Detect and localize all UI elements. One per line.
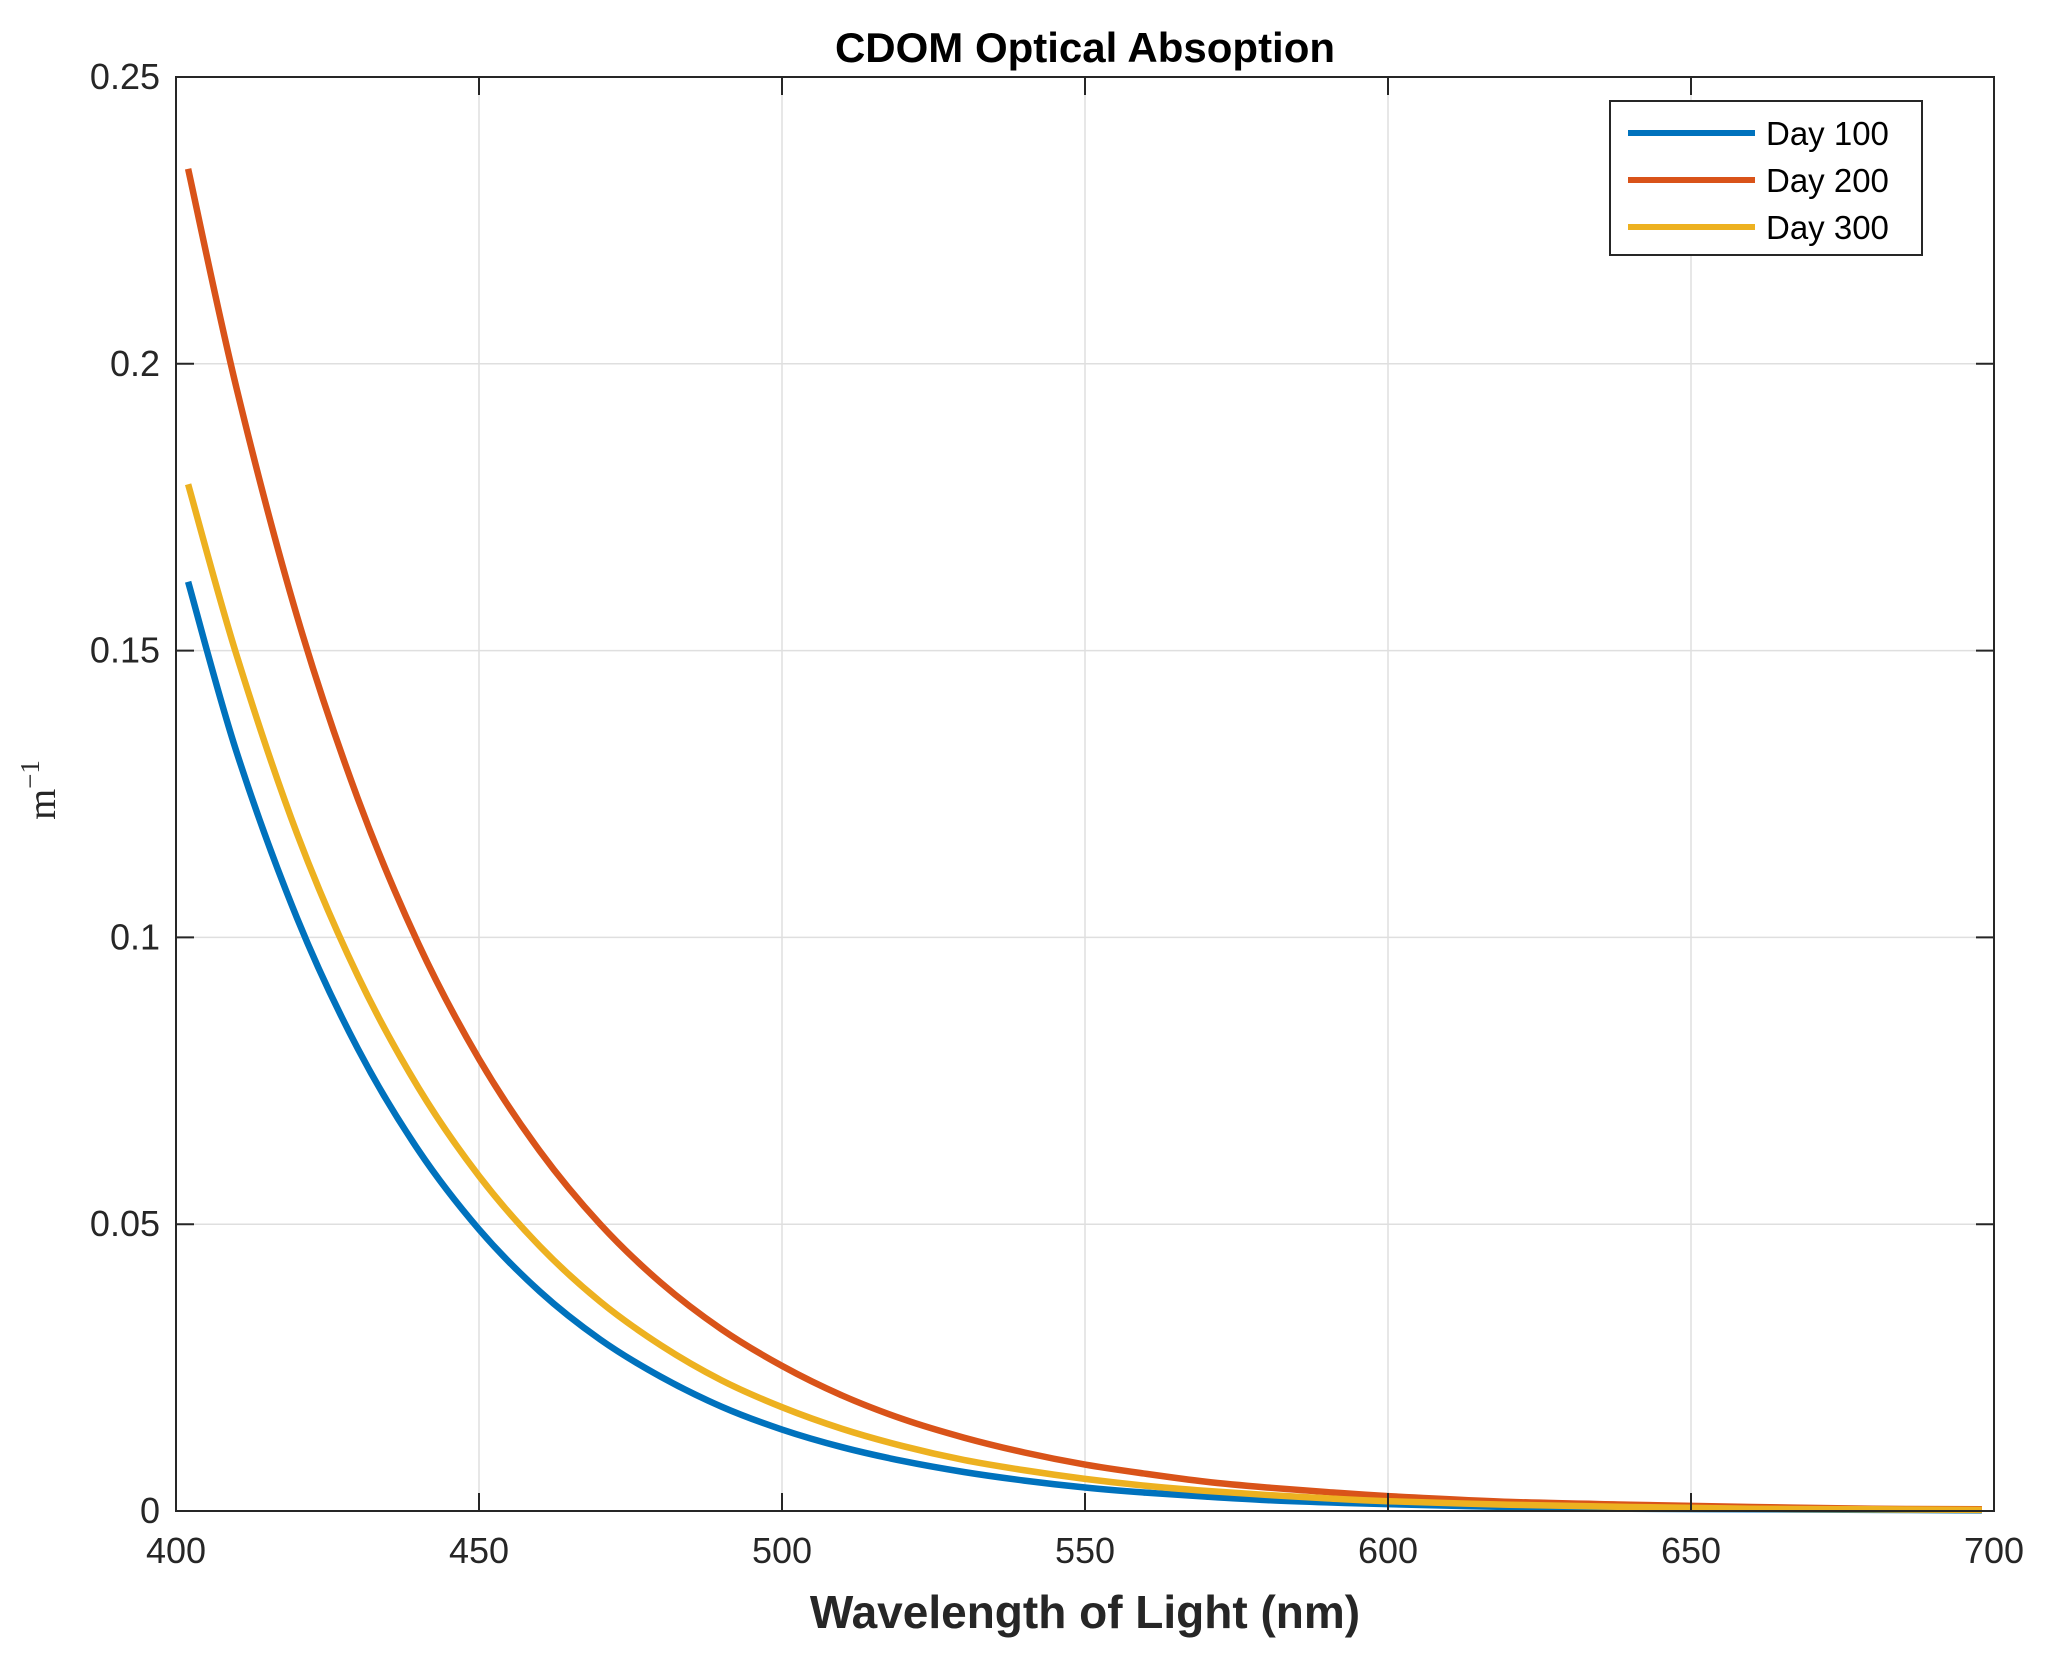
- y-tick-labels: 0 0.05 0.1 0.15 0.2 0.25: [90, 56, 160, 1531]
- legend-label-day-100: Day 100: [1766, 115, 1889, 152]
- series-line-day-300: [184, 483, 1982, 1514]
- x-tick-label: 500: [752, 1530, 812, 1571]
- series-lines: [184, 168, 1982, 1514]
- x-tick-label: 400: [146, 1530, 206, 1571]
- y-axis-label: m−1: [15, 760, 64, 820]
- y-tick-label: 0.25: [90, 56, 160, 97]
- y-axis-label-exponent: −1: [15, 760, 45, 789]
- chart-title: CDOM Optical Absoption: [835, 24, 1335, 71]
- x-tick-label: 650: [1661, 1530, 1721, 1571]
- axis-ticks: [175, 76, 1995, 1512]
- legend: Day 100 Day 200 Day 300: [1609, 100, 1923, 256]
- x-tick-label: 450: [449, 1530, 509, 1571]
- y-tick-label: 0.05: [90, 1203, 160, 1244]
- y-tick-label: 0.2: [110, 343, 160, 384]
- x-tick-label: 550: [1055, 1530, 1115, 1571]
- x-tick-label: 700: [1964, 1530, 2024, 1571]
- svg-text:m−1: m−1: [15, 760, 64, 820]
- x-axis-label: Wavelength of Light (nm): [810, 1586, 1360, 1638]
- y-tick-label: 0.15: [90, 630, 160, 671]
- x-tick-labels: 400 450 500 550 600 650 700: [146, 1530, 2024, 1571]
- y-tick-label: 0: [140, 1490, 160, 1531]
- y-axis-label-base: m: [19, 789, 64, 820]
- y-tick-label: 0.1: [110, 916, 160, 957]
- legend-label-day-200: Day 200: [1766, 162, 1889, 199]
- x-tick-label: 600: [1358, 1530, 1418, 1571]
- legend-label-day-300: Day 300: [1766, 209, 1889, 246]
